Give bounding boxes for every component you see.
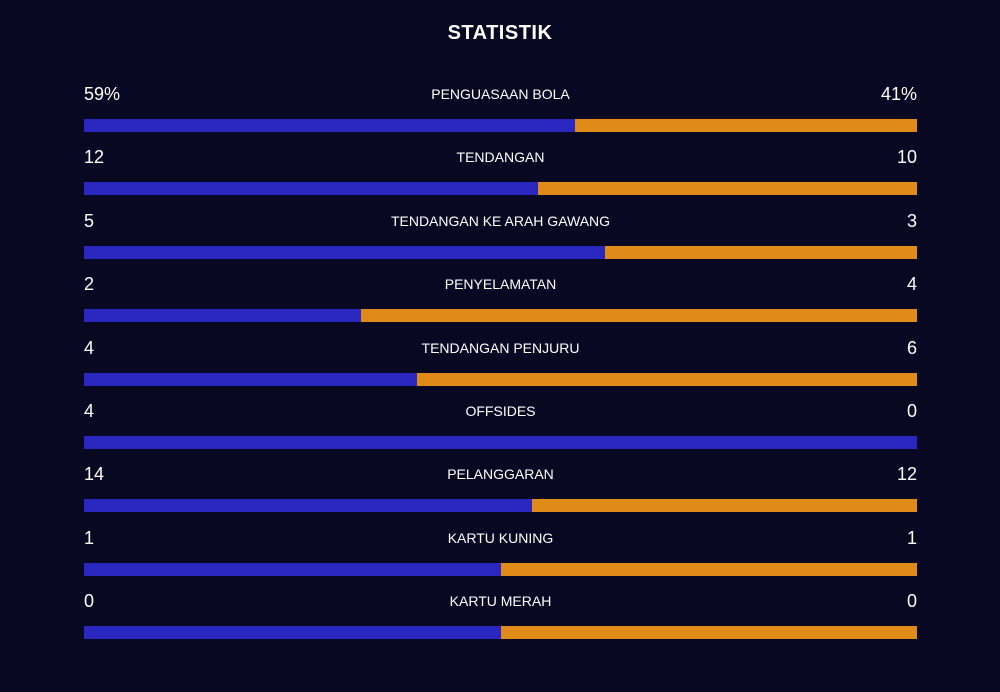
home-bar-segment bbox=[84, 499, 533, 513]
away-value: 0 bbox=[906, 400, 917, 421]
away-value: 0 bbox=[906, 591, 917, 612]
stat-label: KARTU KUNING bbox=[447, 529, 554, 546]
stat-row-shots: 12 TENDANGAN 10 bbox=[84, 143, 917, 206]
away-bar-segment bbox=[604, 245, 917, 259]
stat-label: TENDANGAN bbox=[456, 149, 545, 166]
home-bar-segment bbox=[84, 626, 501, 640]
home-value: 1 bbox=[84, 527, 95, 548]
away-value: 1 bbox=[906, 527, 917, 548]
home-bar-segment bbox=[84, 309, 362, 323]
away-bar-segment bbox=[532, 499, 917, 513]
away-bar-segment bbox=[575, 119, 917, 132]
stat-label: PENGUASAAN BOLA bbox=[431, 86, 570, 102]
stat-row-corners: 4 TENDANGAN PENJURU 6 bbox=[84, 334, 917, 397]
panel-title: STATISTIK bbox=[447, 22, 553, 44]
home-value: 14 bbox=[84, 464, 105, 485]
home-bar-segment bbox=[84, 245, 605, 259]
away-bar-segment bbox=[500, 562, 917, 576]
away-value: 4 bbox=[906, 274, 917, 295]
stat-label: KARTU MERAH bbox=[449, 593, 552, 610]
home-bar-segment bbox=[84, 182, 538, 196]
home-bar-segment bbox=[84, 119, 576, 132]
stat-label: PENYELAMATAN bbox=[444, 276, 557, 293]
stats-list: 59% PENGUASAAN BOLA 41% 12 TENDANGAN 10 … bbox=[84, 80, 917, 651]
stat-label: TENDANGAN KE ARAH GAWANG bbox=[390, 212, 611, 229]
stat-row-red-cards: 0 KARTU MERAH 0 bbox=[84, 587, 917, 650]
away-bar-segment bbox=[417, 372, 917, 386]
away-value: 10 bbox=[896, 147, 917, 168]
home-value: 2 bbox=[84, 274, 95, 295]
home-bar-segment bbox=[84, 562, 501, 576]
home-value: 12 bbox=[84, 147, 105, 168]
home-value: 4 bbox=[84, 400, 95, 421]
away-value: 41% bbox=[880, 84, 917, 104]
comparison-bar bbox=[84, 372, 917, 386]
stat-row-yellow-cards: 1 KARTU KUNING 1 bbox=[84, 524, 917, 587]
home-value: 5 bbox=[84, 210, 95, 231]
comparison-bar bbox=[84, 182, 917, 196]
away-value: 12 bbox=[896, 464, 917, 485]
comparison-bar bbox=[84, 119, 917, 132]
comparison-bar bbox=[84, 562, 917, 576]
away-bar-segment bbox=[537, 182, 917, 196]
away-value: 3 bbox=[906, 210, 917, 231]
comparison-bar bbox=[84, 245, 917, 259]
comparison-bar bbox=[84, 626, 917, 640]
stat-row-possession: 59% PENGUASAAN BOLA 41% bbox=[84, 80, 917, 143]
stat-row-offsides: 4 OFFSIDES 0 bbox=[84, 397, 917, 460]
stat-row-fouls: 14 PELANGGARAN 12 bbox=[84, 460, 917, 523]
away-bar-segment bbox=[361, 309, 917, 323]
away-bar-segment bbox=[500, 626, 917, 640]
comparison-bar bbox=[84, 499, 917, 513]
comparison-bar bbox=[84, 435, 917, 449]
stat-row-shots-on-target: 5 TENDANGAN KE ARAH GAWANG 3 bbox=[84, 207, 917, 270]
away-value: 6 bbox=[906, 337, 917, 358]
home-value: 4 bbox=[84, 337, 95, 358]
home-bar-segment bbox=[84, 372, 418, 386]
home-bar-segment bbox=[84, 435, 917, 449]
stat-row-saves: 2 PENYELAMATAN 4 bbox=[84, 270, 917, 333]
comparison-bar bbox=[84, 309, 917, 323]
home-value: 0 bbox=[84, 591, 95, 612]
stat-label: TENDANGAN PENJURU bbox=[421, 339, 580, 356]
stat-label: OFFSIDES bbox=[465, 402, 536, 419]
stat-label: PELANGGARAN bbox=[447, 466, 554, 483]
home-value: 59% bbox=[84, 84, 121, 104]
